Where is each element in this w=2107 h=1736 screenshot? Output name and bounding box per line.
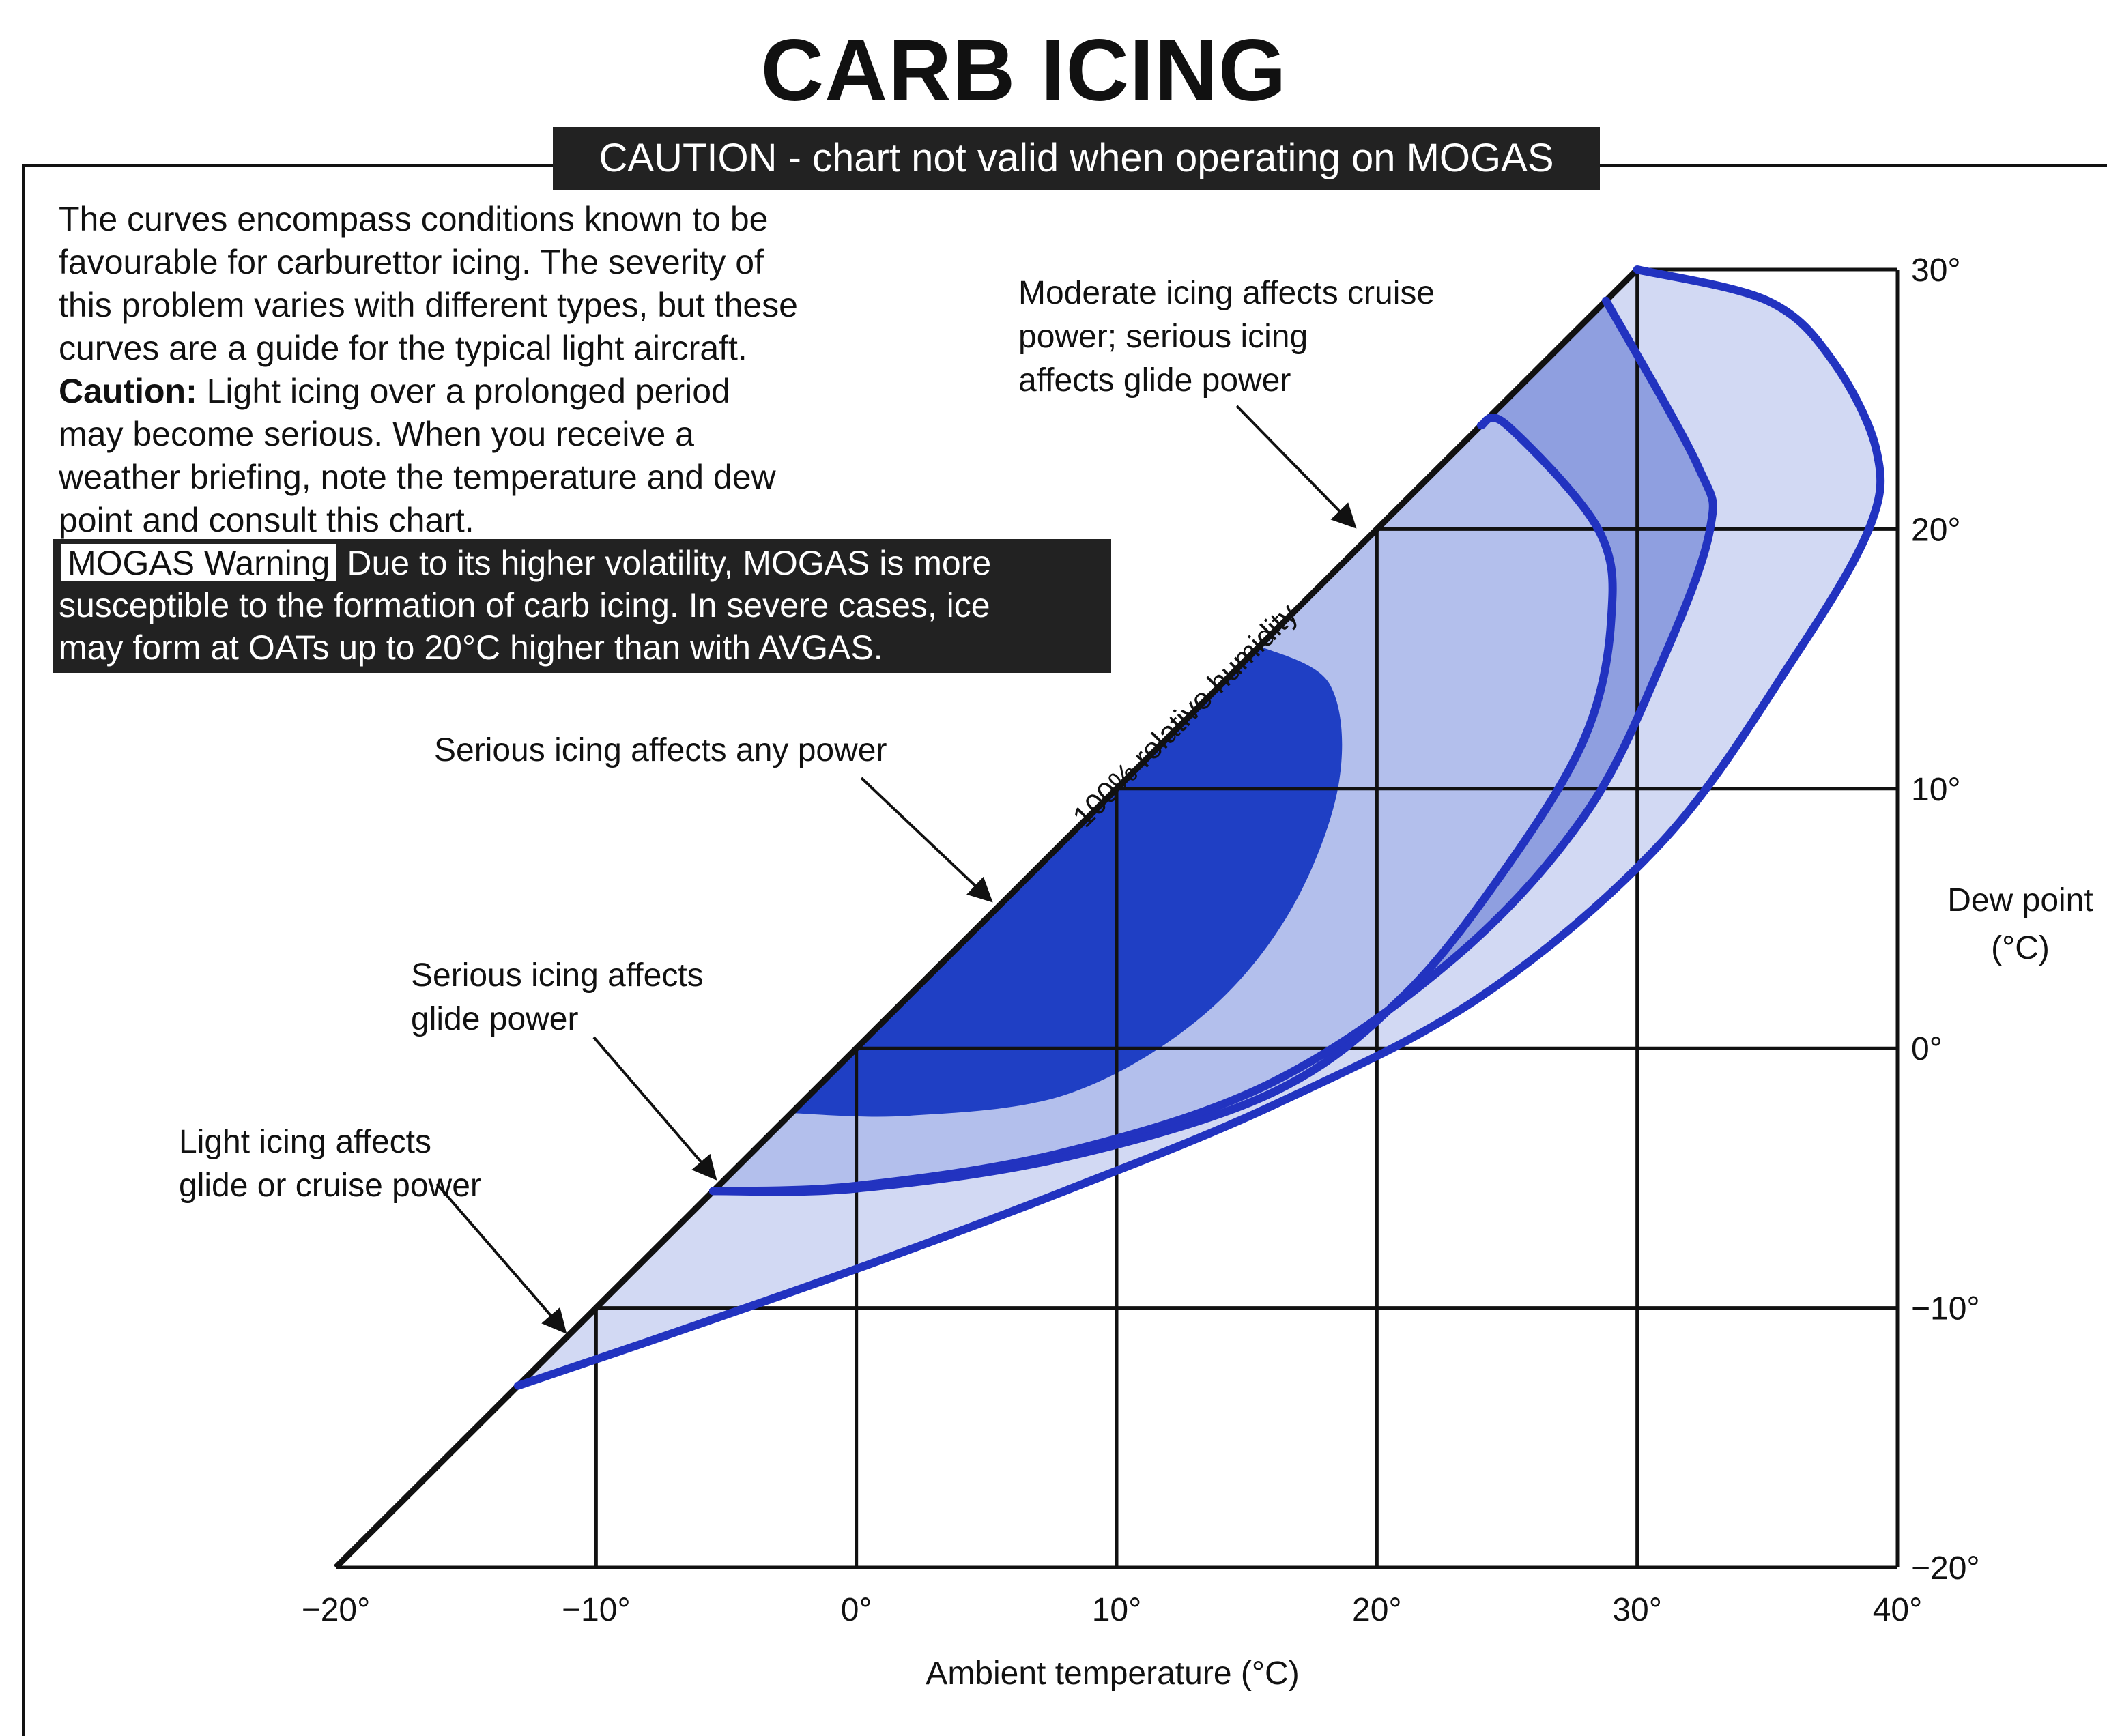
annotation-line: Light icing affects xyxy=(179,1124,432,1160)
intro-line: curves are a guide for the typical light… xyxy=(59,329,747,367)
annotation-serious-glide: Serious icing affects glide power xyxy=(411,954,704,1041)
annotation-serious-any: Serious icing affects any power xyxy=(434,729,887,772)
curve-serious-glide xyxy=(708,414,1617,1196)
leader-light xyxy=(435,1183,567,1334)
region-serious-any xyxy=(791,646,1343,1117)
x-tick-label: 10° xyxy=(1092,1592,1142,1628)
y-tick-label: 30° xyxy=(1911,252,1961,289)
annotation-light: Light icing affects glide or cruise powe… xyxy=(179,1120,481,1208)
y-tick-label: 20° xyxy=(1911,512,1961,548)
annotation-line: Moderate icing affects cruise xyxy=(1018,275,1435,311)
caution-line: weather briefing, note the temperature a… xyxy=(59,458,776,496)
annotation-line: Serious icing affects any power xyxy=(434,732,887,768)
leader-serious-glide xyxy=(592,1036,717,1181)
y-tick-label: −10° xyxy=(1911,1291,1980,1327)
annotation-line: Serious icing affects xyxy=(411,957,704,994)
caution-line: Light icing over a prolonged period xyxy=(197,372,730,410)
x-tick-label: 30° xyxy=(1612,1592,1662,1628)
caution-line: point and consult this chart. xyxy=(59,501,474,539)
leader-serious-any xyxy=(860,777,993,903)
intro-line: favourable for carburettor icing. The se… xyxy=(59,243,764,281)
annotation-line: glide or cruise power xyxy=(179,1168,481,1204)
annotation-line: power; serious icing xyxy=(1018,319,1308,355)
x-axis-label: Ambient temperature (°C) xyxy=(926,1655,1299,1692)
annotation-line: affects glide power xyxy=(1018,362,1291,399)
annotation-line: glide power xyxy=(411,1001,579,1037)
intro-line: this problem varies with different types… xyxy=(59,286,798,324)
x-tick-label: −20° xyxy=(302,1592,371,1628)
saturation-line xyxy=(333,267,1639,1570)
leader-moderate xyxy=(1235,405,1357,529)
x-tick-label: −10° xyxy=(562,1592,631,1628)
y-axis-label-unit: (°C) xyxy=(1991,930,2050,966)
y-tick-label: 0° xyxy=(1911,1031,1943,1067)
y-axis-label: Dew point xyxy=(1947,882,2093,918)
mogas-warning-line: Due to its higher volatility, MOGAS is m… xyxy=(347,544,992,582)
caution-banner: CAUTION - chart not valid when operating… xyxy=(553,127,1600,190)
x-tick-label: 40° xyxy=(1873,1592,1923,1628)
annotation-moderate: Moderate icing affects cruise power; ser… xyxy=(1018,272,1435,403)
y-tick-label: −20° xyxy=(1911,1550,1980,1587)
y-tick-label: 10° xyxy=(1911,772,1961,808)
x-tick-label: 20° xyxy=(1352,1592,1402,1628)
curve-light-icing xyxy=(513,265,1885,1390)
caution-line: may become serious. When you receive a xyxy=(59,415,694,453)
mogas-warning-label: MOGAS Warning xyxy=(59,542,339,583)
x-tick-label: 0° xyxy=(841,1592,872,1628)
mogas-warning-line: may form at OATs up to 20°C higher than … xyxy=(59,628,883,667)
intro-text: The curves encompass conditions known to… xyxy=(59,198,1110,542)
intro-line: The curves encompass conditions known to… xyxy=(59,200,769,238)
mogas-warning-line: susceptible to the formation of carb ici… xyxy=(59,586,990,624)
caution-label: Caution: xyxy=(59,372,197,410)
page-title: CARB ICING xyxy=(760,22,1287,119)
